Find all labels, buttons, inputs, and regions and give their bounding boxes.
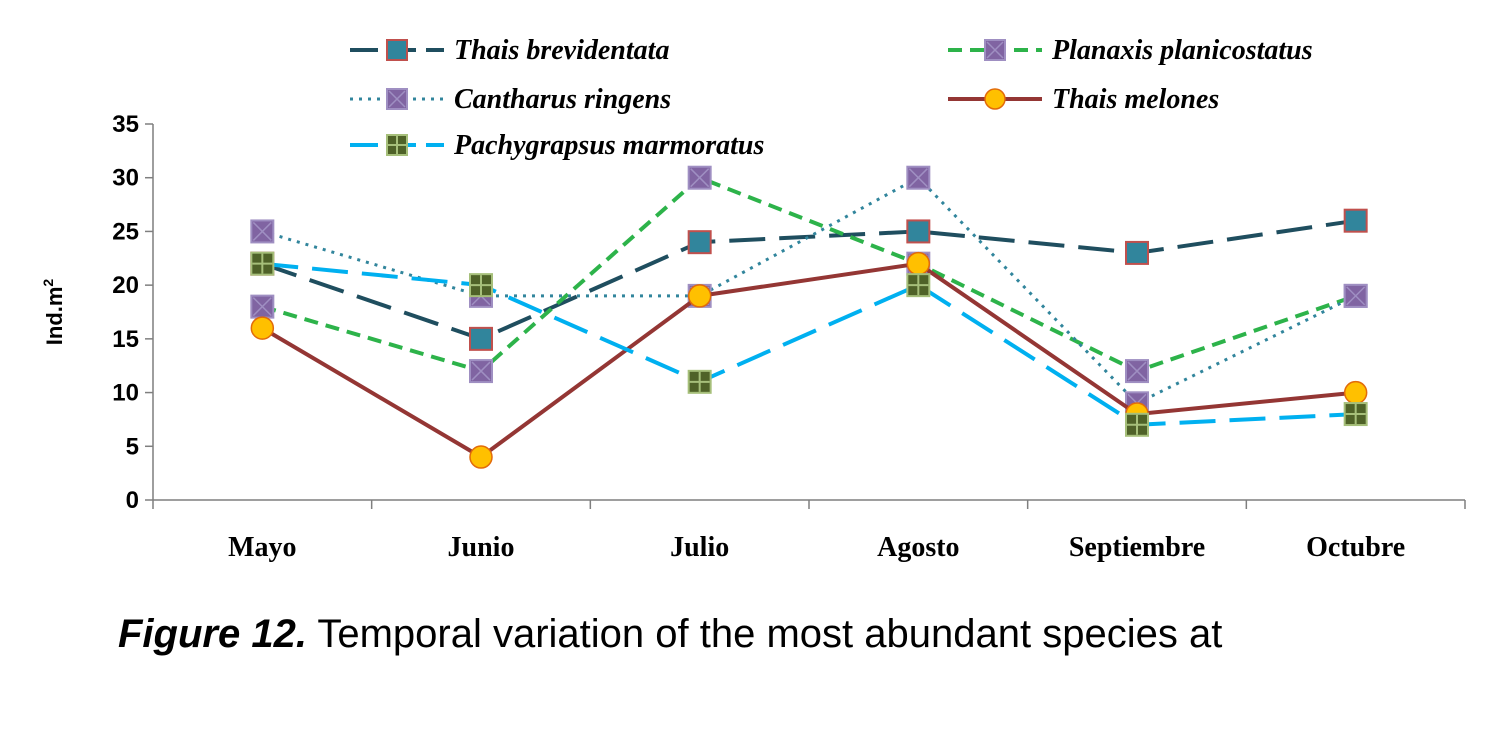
series-line — [261, 176, 1357, 405]
legend-entry: Cantharus ringens — [350, 84, 671, 115]
legend-entry: Thais melones — [948, 84, 1219, 115]
series-line — [261, 218, 1356, 341]
caption-lead: Figure 12. — [118, 612, 307, 656]
x-tick-label: Octubre — [1306, 532, 1405, 563]
y-tick-label: 10 — [112, 380, 139, 407]
data-point — [1125, 359, 1149, 384]
legend-marker — [386, 134, 408, 156]
y-tick-label: 30 — [112, 165, 139, 192]
y-tick-label: 15 — [112, 326, 139, 353]
line-chart: Thais brevidentata Planaxis planicostatus… — [40, 35, 1466, 563]
legend-marker — [386, 39, 408, 61]
series-4 — [250, 251, 1368, 437]
data-point — [1125, 240, 1149, 265]
legend-label: Thais brevidentata — [454, 35, 669, 66]
data-point — [469, 273, 493, 298]
series-line — [261, 261, 1356, 459]
x-tick-label: Agosto — [877, 532, 959, 563]
y-tick-label: 35 — [112, 111, 139, 138]
y-axis-label: Ind.m2 — [40, 279, 67, 346]
legend-label: Thais melones — [1052, 84, 1219, 115]
legend-entry: Pachygrapsus marmoratus — [350, 130, 764, 161]
y-tick-label: 20 — [112, 272, 139, 299]
figure-caption: Figure 12. Temporal variation of the mos… — [118, 612, 1458, 657]
caption-text: Temporal variation of the most abundant … — [306, 612, 1223, 656]
data-point — [906, 165, 931, 190]
data-point — [1343, 283, 1368, 308]
data-point — [687, 165, 712, 190]
data-point — [250, 316, 275, 340]
legend-entry: Planaxis planicostatus — [948, 35, 1313, 66]
legend-marker — [984, 39, 1006, 61]
data-point — [906, 219, 931, 244]
x-tick-label: Mayo — [228, 532, 296, 563]
data-point — [469, 445, 493, 469]
y-tick-label: 5 — [126, 433, 139, 460]
legend-marker — [984, 88, 1006, 110]
legend-label: Planaxis planicostatus — [1051, 35, 1313, 66]
series-group — [250, 165, 1368, 469]
legend-label: Pachygrapsus marmoratus — [453, 130, 764, 161]
series-line — [262, 261, 1356, 427]
data-point — [1125, 412, 1149, 437]
series-line — [261, 175, 1357, 374]
series-2 — [250, 165, 1368, 416]
legend-label: Cantharus ringens — [454, 84, 671, 115]
data-point — [906, 251, 931, 276]
x-tick-label: Julio — [670, 532, 729, 563]
y-tick-label: 0 — [126, 487, 139, 514]
data-point — [469, 359, 493, 384]
legend: Thais brevidentata Planaxis planicostatus… — [350, 35, 1313, 161]
axes: 0 5 10 15 20 25 30 35 Mayo Junio Julio Agosto Septie… — [112, 111, 1466, 563]
series-1 — [250, 165, 1368, 384]
y-tick-label: 25 — [112, 218, 139, 245]
data-point — [250, 294, 275, 319]
x-tick-label: Septiembre — [1069, 532, 1205, 563]
data-point — [1343, 402, 1368, 427]
series-3 — [250, 251, 1368, 469]
data-point — [1343, 380, 1368, 405]
x-tick-label: Junio — [448, 532, 515, 563]
legend-entry: Thais brevidentata — [350, 35, 669, 66]
data-point — [250, 251, 275, 276]
data-point — [906, 273, 931, 298]
data-point — [687, 284, 712, 308]
data-point — [1343, 208, 1368, 233]
data-point — [687, 230, 712, 255]
data-point — [250, 219, 275, 244]
legend-marker — [386, 88, 408, 110]
data-point — [687, 369, 712, 394]
data-point — [469, 326, 493, 351]
